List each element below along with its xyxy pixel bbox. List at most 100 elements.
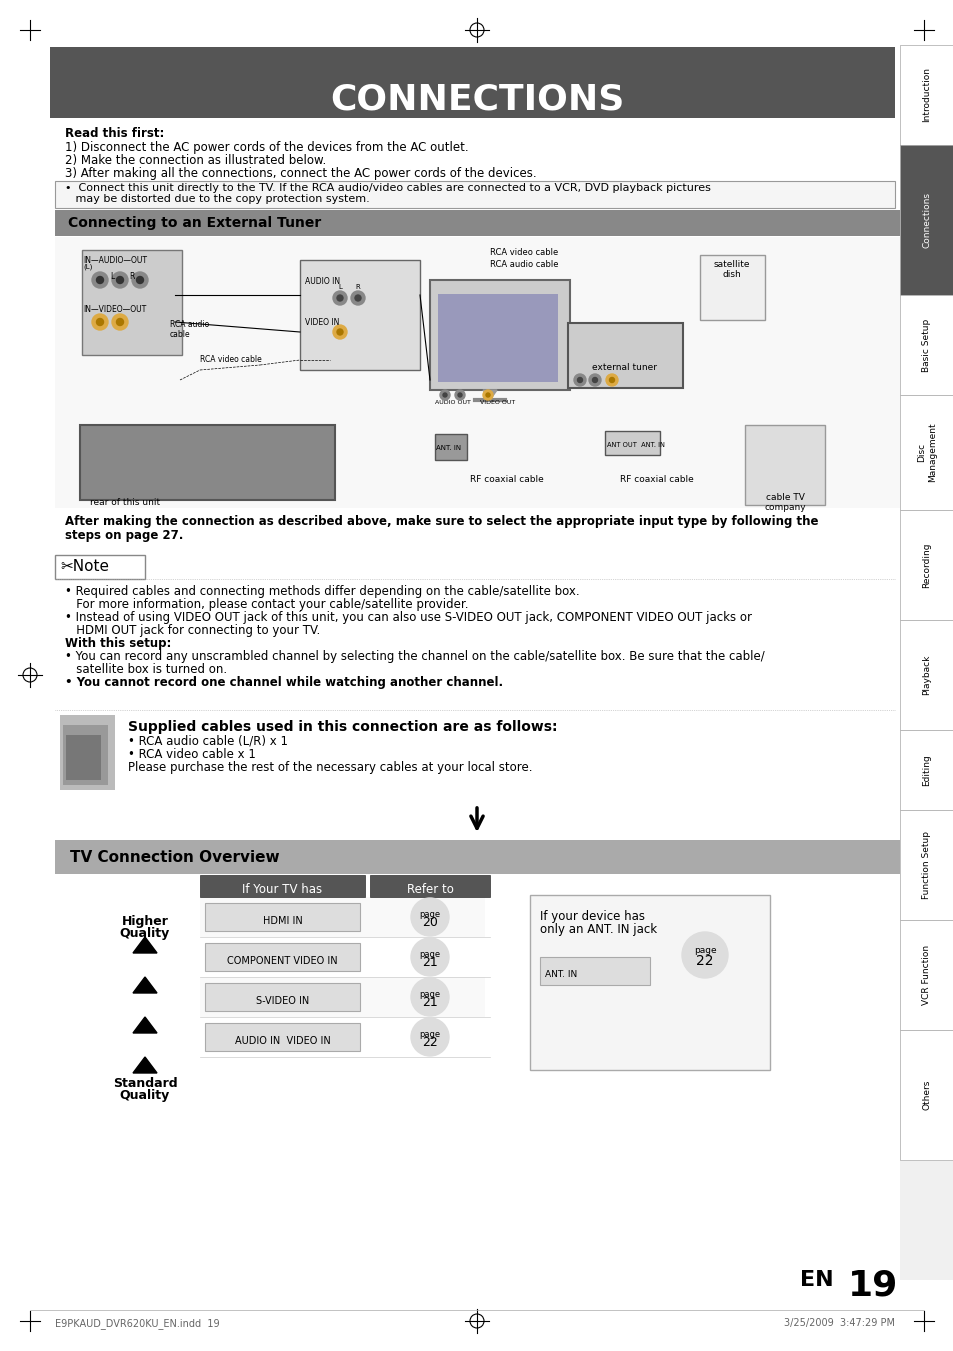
Text: AUDIO OUT: AUDIO OUT xyxy=(435,400,471,405)
Bar xyxy=(55,236,899,508)
Bar xyxy=(435,434,467,459)
Text: Function Setup: Function Setup xyxy=(922,831,930,898)
Circle shape xyxy=(336,295,343,301)
Polygon shape xyxy=(132,1056,157,1073)
Text: Refer to: Refer to xyxy=(406,884,453,896)
Text: Standard: Standard xyxy=(112,1077,177,1090)
Text: Editing: Editing xyxy=(922,754,930,786)
Text: RF coaxial cable: RF coaxial cable xyxy=(619,476,693,484)
Circle shape xyxy=(336,330,343,335)
Bar xyxy=(50,47,894,118)
Text: RCA audio
cable: RCA audio cable xyxy=(170,320,209,339)
Text: If Your TV has: If Your TV has xyxy=(242,884,322,896)
Text: company: company xyxy=(763,503,805,512)
Bar xyxy=(55,181,894,208)
Circle shape xyxy=(132,272,148,288)
Text: Basic Setup: Basic Setup xyxy=(922,319,930,372)
Bar xyxy=(299,259,419,370)
Text: • You cannot record one channel while watching another channel.: • You cannot record one channel while wa… xyxy=(65,676,502,689)
Text: satellite box is turned on.: satellite box is turned on. xyxy=(65,663,227,676)
Text: •  Connect this unit directly to the TV. If the RCA audio/video cables are conne: • Connect this unit directly to the TV. … xyxy=(65,182,710,193)
Text: dish: dish xyxy=(721,270,740,280)
Circle shape xyxy=(605,374,618,386)
Circle shape xyxy=(592,377,597,382)
Text: 3) After making all the connections, connect the AC power cords of the devices.: 3) After making all the connections, con… xyxy=(65,168,536,180)
Text: only an ANT. IN jack: only an ANT. IN jack xyxy=(539,923,657,936)
Text: VIDEO IN: VIDEO IN xyxy=(305,317,339,327)
Circle shape xyxy=(681,932,727,978)
Text: Please purchase the rest of the necessary cables at your local store.: Please purchase the rest of the necessar… xyxy=(128,761,532,774)
Text: R: R xyxy=(355,284,360,290)
Text: page: page xyxy=(419,950,440,959)
Bar xyxy=(899,45,953,145)
Text: • RCA audio cable (L/R) x 1: • RCA audio cable (L/R) x 1 xyxy=(128,735,288,748)
Bar xyxy=(55,209,899,236)
Text: Recording: Recording xyxy=(922,542,930,588)
Bar xyxy=(604,431,659,455)
Circle shape xyxy=(91,313,108,330)
Text: Connections: Connections xyxy=(922,192,930,249)
Text: Read this first:: Read this first: xyxy=(65,127,164,141)
Circle shape xyxy=(577,377,582,382)
Text: 22: 22 xyxy=(421,1035,437,1048)
Polygon shape xyxy=(482,390,497,400)
Bar xyxy=(63,725,108,785)
Bar xyxy=(567,323,682,388)
Text: R: R xyxy=(130,272,134,281)
Bar xyxy=(66,735,101,780)
Text: Introduction: Introduction xyxy=(922,68,930,123)
Polygon shape xyxy=(132,1017,157,1034)
Text: Disc
Management: Disc Management xyxy=(917,423,936,482)
Text: L: L xyxy=(110,272,114,281)
Circle shape xyxy=(485,393,490,397)
Circle shape xyxy=(574,374,585,386)
Text: ANT OUT  ANT. IN: ANT OUT ANT. IN xyxy=(606,442,664,449)
Text: If your device has: If your device has xyxy=(539,911,644,923)
Text: • You can record any unscrambled channel by selecting the channel on the cable/s: • You can record any unscrambled channel… xyxy=(65,650,764,663)
Bar xyxy=(80,426,335,500)
Text: • Instead of using VIDEO OUT jack of this unit, you can also use S-VIDEO OUT jac: • Instead of using VIDEO OUT jack of thi… xyxy=(65,611,751,624)
Bar xyxy=(200,897,484,938)
Text: RCA video cable: RCA video cable xyxy=(200,355,261,363)
Text: 1) Disconnect the AC power cords of the devices from the AC outlet.: 1) Disconnect the AC power cords of the … xyxy=(65,141,468,154)
Circle shape xyxy=(482,390,493,400)
Text: CONNECTIONS: CONNECTIONS xyxy=(330,82,623,118)
Bar xyxy=(899,509,953,620)
Text: Others: Others xyxy=(922,1079,930,1111)
Text: RF coaxial cable: RF coaxial cable xyxy=(470,476,543,484)
Text: cable TV: cable TV xyxy=(764,493,803,503)
Bar xyxy=(55,840,899,874)
Text: RCA video cable: RCA video cable xyxy=(490,249,558,257)
Text: VIDEO OUT: VIDEO OUT xyxy=(479,400,515,405)
Bar xyxy=(899,620,953,730)
Circle shape xyxy=(455,390,464,400)
Bar xyxy=(55,555,145,580)
Text: E9PKAUD_DVR620KU_EN.indd  19: E9PKAUD_DVR620KU_EN.indd 19 xyxy=(55,1319,219,1329)
Circle shape xyxy=(411,898,449,936)
Circle shape xyxy=(457,393,461,397)
Circle shape xyxy=(96,319,103,326)
Bar xyxy=(899,394,953,509)
Text: L: L xyxy=(337,284,341,290)
Bar xyxy=(899,811,953,920)
Text: rear of this unit: rear of this unit xyxy=(90,499,160,507)
Circle shape xyxy=(351,290,365,305)
Text: page: page xyxy=(419,1029,440,1039)
Polygon shape xyxy=(132,938,157,952)
Text: Connecting to an External Tuner: Connecting to an External Tuner xyxy=(68,216,321,230)
Bar xyxy=(437,295,558,382)
Circle shape xyxy=(442,393,447,397)
Bar xyxy=(539,957,649,985)
Bar xyxy=(200,875,365,897)
Bar xyxy=(60,715,115,790)
Text: page: page xyxy=(419,990,440,998)
Text: HDMI IN: HDMI IN xyxy=(262,916,302,925)
Text: 19: 19 xyxy=(847,1269,898,1302)
Text: 3/25/2009  3:47:29 PM: 3/25/2009 3:47:29 PM xyxy=(783,1319,894,1328)
Bar xyxy=(530,894,769,1070)
Text: ✂Note: ✂Note xyxy=(60,559,109,574)
Text: 21: 21 xyxy=(421,955,437,969)
Circle shape xyxy=(333,326,347,339)
Circle shape xyxy=(588,374,600,386)
Text: ANT. IN: ANT. IN xyxy=(544,970,577,979)
